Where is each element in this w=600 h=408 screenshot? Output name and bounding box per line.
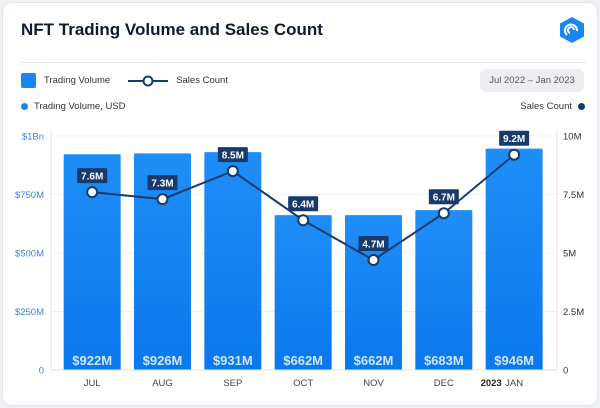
bar-jan <box>485 148 543 370</box>
sales-count-label: 7.6M <box>81 172 103 183</box>
sales-label-box <box>217 147 248 163</box>
sales-label-box <box>147 175 178 191</box>
brand-logo-icon <box>560 17 584 43</box>
left-tick-label: $1Bn <box>22 132 44 143</box>
sales-label-box <box>499 130 530 146</box>
bar-value-label: $662M <box>354 353 394 368</box>
left-tick-label: $750M <box>15 190 44 201</box>
legend-bar-label: Trading Volume <box>44 75 111 86</box>
sales-count-point <box>437 207 450 220</box>
bar-sep <box>204 152 262 370</box>
year-marker: 2023 <box>481 378 502 389</box>
right-tick-label: 10M <box>563 132 582 143</box>
sales-count-point <box>367 254 380 267</box>
x-tick-label: OCT <box>293 378 313 389</box>
x-tick-label: JAN <box>505 378 523 389</box>
divider <box>21 62 586 63</box>
right-tick-label: 5M <box>563 249 576 260</box>
bar-value-label: $931M <box>213 353 253 368</box>
sales-label-box <box>358 236 389 252</box>
sales-count-label: 7.3M <box>151 179 173 190</box>
sales-count-point <box>297 214 310 227</box>
sales-count-point <box>226 165 239 178</box>
bar-value-label: $662M <box>283 353 323 368</box>
sales-count-label: 4.7M <box>362 240 384 251</box>
sales-label-box <box>428 189 459 205</box>
bar-aug <box>133 153 191 370</box>
blue-dot-icon <box>21 103 28 110</box>
bar-value-label: $683M <box>424 353 464 368</box>
left-tick-label: 0 <box>39 366 44 377</box>
sales-count-point <box>156 193 169 206</box>
x-tick-label: SEP <box>223 378 242 389</box>
legend-line-label: Sales Count <box>176 75 228 86</box>
navy-dot-icon <box>578 103 585 110</box>
bar-oct <box>274 215 332 370</box>
bar-value-label: $926M <box>143 353 183 368</box>
x-tick-label: DEC <box>434 378 454 389</box>
sales-label-box <box>288 196 319 212</box>
bar-value-label: $946M <box>494 353 534 368</box>
right-axis-name-text: Sales Count <box>520 101 572 112</box>
chart-title: NFT Trading Volume and Sales Count <box>21 20 323 39</box>
bar-value-label: $922M <box>72 353 112 368</box>
left-axis-name-text: Trading Volume, USD <box>34 101 126 112</box>
right-axis-name: Sales Count <box>520 101 585 112</box>
left-axis-name: Trading Volume, USD <box>21 101 126 112</box>
x-tick-label: AUG <box>152 378 173 389</box>
sales-count-label: 8.5M <box>222 151 244 162</box>
x-tick-label: NOV <box>363 378 384 389</box>
legend-bar-swatch <box>21 73 36 88</box>
bar-jul <box>63 154 121 370</box>
left-tick-label: $500M <box>15 249 44 260</box>
x-tick-label: JUL <box>84 378 101 389</box>
sales-count-point <box>86 186 99 199</box>
bar-nov <box>344 215 402 370</box>
bar-dec <box>415 210 473 370</box>
sales-count-label: 9.2M <box>503 134 525 145</box>
sales-count-point <box>508 148 521 161</box>
legend: Trading Volume Sales Count <box>21 73 228 88</box>
date-range-button[interactable]: Jul 2022 – Jan 2023 <box>480 69 584 92</box>
right-tick-label: 0 <box>563 366 568 377</box>
right-tick-label: 7.5M <box>563 190 584 201</box>
legend-line-icon <box>128 75 169 86</box>
right-tick-label: 2.5M <box>563 307 584 318</box>
sales-label-box <box>77 168 108 184</box>
sales-count-label: 6.4M <box>292 200 314 211</box>
sales-count-label: 6.7M <box>433 193 455 204</box>
left-tick-label: $250M <box>15 307 44 318</box>
